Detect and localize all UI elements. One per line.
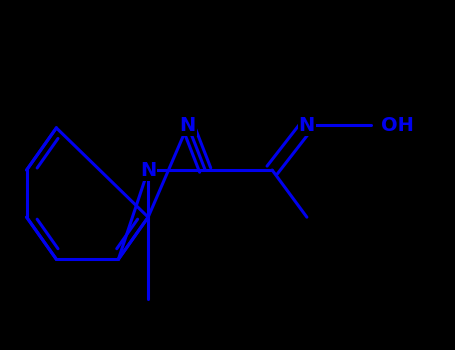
Text: N: N: [299, 116, 315, 135]
Text: N: N: [180, 116, 196, 135]
Text: OH: OH: [381, 116, 414, 135]
Text: N: N: [140, 161, 156, 180]
